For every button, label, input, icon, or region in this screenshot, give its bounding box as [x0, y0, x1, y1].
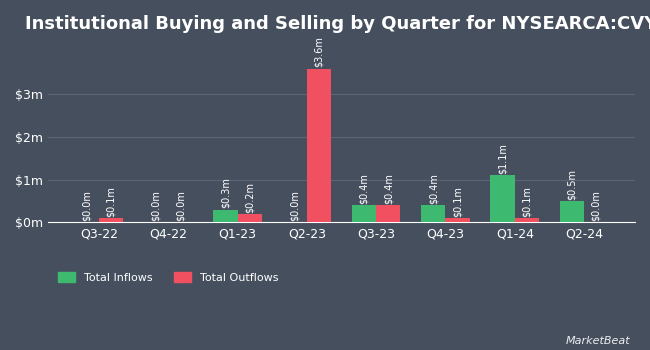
Text: $3.6m: $3.6m — [314, 36, 324, 67]
Title: Institutional Buying and Selling by Quarter for NYSEARCA:CVY: Institutional Buying and Selling by Quar… — [25, 15, 650, 33]
Bar — [421, 205, 445, 223]
Text: $0.1m: $0.1m — [452, 186, 463, 217]
Bar — [491, 175, 515, 223]
Text: MarketBeat: MarketBeat — [566, 336, 630, 346]
Text: $0.0m: $0.0m — [176, 190, 185, 221]
Text: $0.0m: $0.0m — [151, 190, 161, 221]
Text: $0.2m: $0.2m — [244, 182, 255, 213]
Text: $0.4m: $0.4m — [428, 173, 438, 204]
Text: $1.1m: $1.1m — [498, 143, 508, 174]
Text: $0.0m: $0.0m — [82, 190, 92, 221]
Text: $0.3m: $0.3m — [220, 177, 230, 208]
Text: $0.4m: $0.4m — [384, 173, 393, 204]
Bar — [213, 210, 237, 223]
Text: $0.0m: $0.0m — [290, 190, 300, 221]
Bar — [445, 218, 470, 223]
Bar — [352, 205, 376, 223]
Bar — [515, 218, 539, 223]
Bar — [307, 69, 331, 223]
Text: $0.0m: $0.0m — [592, 190, 601, 221]
Legend: Total Inflows, Total Outflows: Total Inflows, Total Outflows — [53, 267, 283, 287]
Bar — [560, 201, 584, 223]
Text: $0.5m: $0.5m — [567, 169, 577, 200]
Bar — [237, 214, 262, 223]
Text: $0.4m: $0.4m — [359, 173, 369, 204]
Text: $0.1m: $0.1m — [106, 186, 116, 217]
Text: $0.1m: $0.1m — [522, 186, 532, 217]
Bar — [376, 205, 400, 223]
Bar — [99, 218, 124, 223]
